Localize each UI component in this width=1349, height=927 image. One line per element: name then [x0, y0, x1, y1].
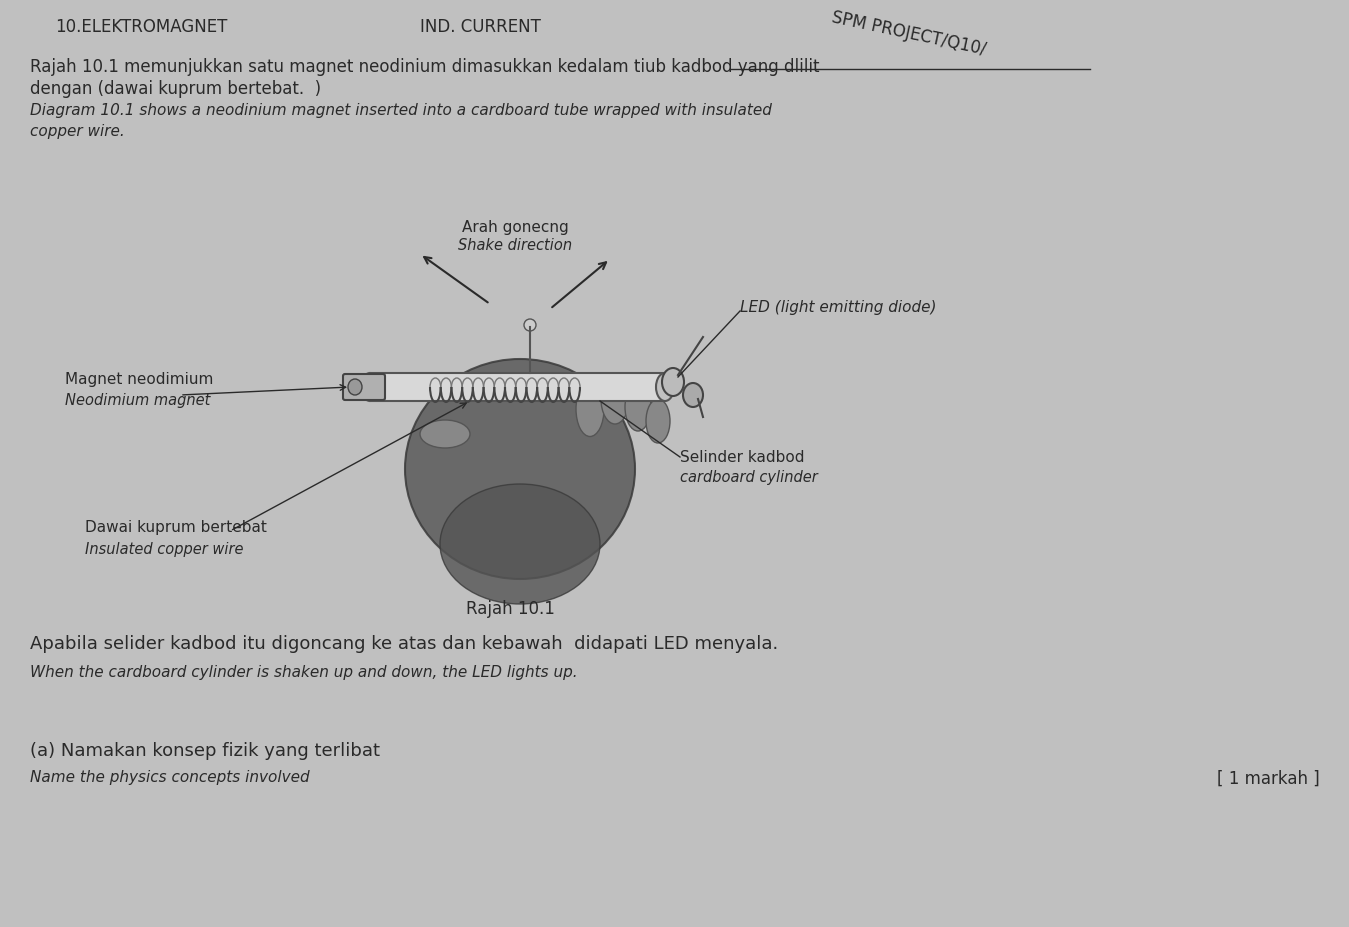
Text: Dawai kuprum bertebat: Dawai kuprum bertebat	[85, 519, 267, 535]
Text: Insulated copper wire: Insulated copper wire	[85, 541, 244, 556]
Text: Diagram 10.1 shows a neodinium magnet inserted into a cardboard tube wrapped wit: Diagram 10.1 shows a neodinium magnet in…	[30, 103, 772, 118]
Text: Magnet neodimium: Magnet neodimium	[65, 372, 213, 387]
Text: Shake direction: Shake direction	[457, 237, 572, 253]
Text: Rajah 10.1 memunjukkan satu magnet neodinium dimasukkan kedalam tiub kadbod yang: Rajah 10.1 memunjukkan satu magnet neodi…	[30, 57, 819, 76]
Circle shape	[523, 320, 536, 332]
Ellipse shape	[348, 379, 362, 396]
FancyBboxPatch shape	[343, 375, 384, 400]
Ellipse shape	[646, 400, 670, 443]
Text: Name the physics concepts involved: Name the physics concepts involved	[30, 769, 310, 784]
Text: LED (light emitting diode): LED (light emitting diode)	[741, 299, 936, 314]
Ellipse shape	[405, 360, 635, 579]
Text: SPM PROJECT/Q10/: SPM PROJECT/Q10/	[830, 8, 987, 58]
Ellipse shape	[576, 382, 604, 437]
Text: (a) Namakan konsep fizik yang terlibat: (a) Namakan konsep fizik yang terlibat	[30, 742, 380, 759]
Text: 10.ELEKTROMAGNET: 10.ELEKTROMAGNET	[55, 18, 228, 36]
Ellipse shape	[683, 384, 703, 408]
Ellipse shape	[625, 384, 652, 432]
Text: Rajah 10.1: Rajah 10.1	[465, 600, 554, 617]
Text: IND. CURRENT: IND. CURRENT	[420, 18, 541, 36]
Text: Arah gonecng: Arah gonecng	[461, 220, 568, 235]
Text: Apabila selider kadbod itu digoncang ke atas dan kebawah  didapati LED menyala.: Apabila selider kadbod itu digoncang ke …	[30, 634, 778, 653]
Text: Selinder kadbod: Selinder kadbod	[680, 450, 804, 464]
Text: dengan (dawai kuprum bertebat.  ): dengan (dawai kuprum bertebat. )	[30, 80, 321, 98]
Ellipse shape	[656, 374, 674, 401]
Ellipse shape	[662, 369, 684, 397]
Ellipse shape	[602, 375, 629, 425]
Text: [ 1 markah ]: [ 1 markah ]	[1217, 769, 1321, 787]
Ellipse shape	[362, 374, 379, 401]
Bar	[370, 374, 665, 401]
Text: cardboard cylinder: cardboard cylinder	[680, 469, 817, 485]
Text: copper wire.: copper wire.	[30, 124, 124, 139]
Text: When the cardboard cylinder is shaken up and down, the LED lights up.: When the cardboard cylinder is shaken up…	[30, 665, 577, 679]
Ellipse shape	[440, 485, 600, 604]
Text: Neodimium magnet: Neodimium magnet	[65, 392, 210, 408]
Ellipse shape	[420, 421, 469, 449]
